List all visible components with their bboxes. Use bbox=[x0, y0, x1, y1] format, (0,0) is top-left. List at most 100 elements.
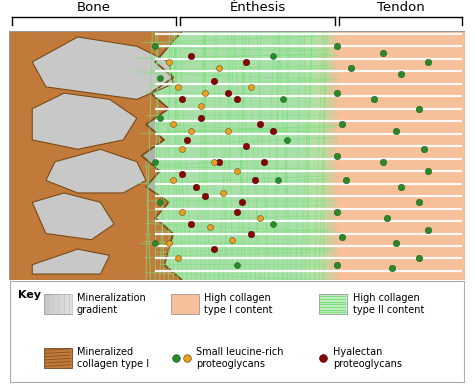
Point bbox=[319, 355, 326, 361]
Point bbox=[174, 84, 182, 90]
Point bbox=[188, 221, 195, 227]
Bar bbox=[317, 31, 318, 280]
Text: Mineralization
gradient: Mineralization gradient bbox=[77, 293, 146, 315]
Bar bbox=[305, 31, 306, 280]
Bar bbox=[55, 294, 59, 314]
Point bbox=[379, 159, 386, 165]
Point bbox=[379, 50, 386, 56]
Point bbox=[215, 159, 223, 165]
Text: Énthesis: Énthesis bbox=[229, 1, 286, 14]
Point bbox=[333, 209, 341, 215]
Polygon shape bbox=[32, 37, 173, 99]
Bar bbox=[319, 294, 347, 314]
Bar bbox=[171, 294, 199, 314]
Bar bbox=[70, 294, 74, 314]
Point bbox=[156, 74, 164, 81]
Bar bbox=[313, 31, 314, 280]
Point bbox=[415, 199, 423, 205]
Point bbox=[338, 233, 346, 240]
Point bbox=[165, 240, 173, 246]
Point bbox=[172, 355, 179, 361]
Point bbox=[156, 115, 164, 121]
Point bbox=[233, 209, 241, 215]
Bar bbox=[155, 31, 337, 280]
Bar bbox=[330, 31, 331, 280]
Point bbox=[197, 103, 204, 109]
Point bbox=[251, 177, 259, 184]
Bar bbox=[44, 294, 48, 314]
Point bbox=[192, 184, 200, 190]
Bar bbox=[307, 31, 308, 280]
Bar bbox=[311, 31, 312, 280]
Text: High collagen
type II content: High collagen type II content bbox=[353, 293, 424, 315]
Point bbox=[333, 262, 341, 268]
Point bbox=[197, 115, 204, 121]
Bar bbox=[318, 31, 319, 280]
Point bbox=[392, 240, 400, 246]
Point bbox=[238, 199, 246, 205]
Bar bbox=[305, 31, 465, 280]
Bar bbox=[44, 294, 72, 314]
Bar bbox=[324, 31, 325, 280]
Point bbox=[338, 121, 346, 127]
Point bbox=[392, 127, 400, 134]
Text: Bone: Bone bbox=[77, 1, 110, 14]
Point bbox=[424, 59, 432, 65]
Point bbox=[215, 65, 223, 71]
Bar bbox=[314, 31, 315, 280]
Polygon shape bbox=[32, 249, 109, 274]
Bar bbox=[329, 31, 330, 280]
Bar bbox=[49, 294, 54, 314]
Bar bbox=[65, 294, 69, 314]
Text: Mineralized
collagen type I: Mineralized collagen type I bbox=[77, 347, 149, 369]
Point bbox=[247, 84, 255, 90]
Bar bbox=[319, 31, 320, 280]
Bar bbox=[310, 31, 311, 280]
Point bbox=[233, 96, 241, 103]
Point bbox=[242, 143, 250, 149]
Point bbox=[210, 246, 218, 252]
Point bbox=[179, 171, 186, 177]
Point bbox=[165, 59, 173, 65]
Point bbox=[179, 96, 186, 103]
Bar bbox=[330, 31, 331, 280]
Point bbox=[242, 59, 250, 65]
Bar bbox=[331, 31, 332, 280]
Bar bbox=[335, 31, 336, 280]
Point bbox=[151, 43, 159, 50]
Bar bbox=[334, 31, 335, 280]
Point bbox=[420, 146, 428, 152]
Point bbox=[388, 265, 395, 271]
Bar bbox=[308, 31, 309, 280]
Bar bbox=[323, 31, 324, 280]
Point bbox=[415, 255, 423, 262]
Point bbox=[228, 237, 236, 243]
Point bbox=[170, 177, 177, 184]
Point bbox=[274, 177, 282, 184]
Point bbox=[174, 255, 182, 262]
Point bbox=[333, 152, 341, 159]
Text: Key: Key bbox=[18, 290, 41, 300]
Bar bbox=[321, 31, 322, 280]
Text: Hyalectan
proteoglycans: Hyalectan proteoglycans bbox=[334, 347, 402, 369]
Bar bbox=[306, 31, 307, 280]
Point bbox=[347, 65, 355, 71]
Point bbox=[415, 106, 423, 112]
Point bbox=[283, 137, 291, 143]
Point bbox=[206, 224, 213, 230]
Bar bbox=[320, 31, 321, 280]
Point bbox=[424, 168, 432, 174]
Point bbox=[179, 146, 186, 152]
Point bbox=[210, 159, 218, 165]
Point bbox=[156, 199, 164, 205]
Point bbox=[370, 96, 377, 103]
Point bbox=[188, 127, 195, 134]
Bar bbox=[336, 31, 337, 280]
Text: Tendon: Tendon bbox=[377, 1, 425, 14]
Bar bbox=[328, 31, 329, 280]
Point bbox=[342, 177, 350, 184]
Text: Small leucine-rich
proteoglycans: Small leucine-rich proteoglycans bbox=[196, 347, 283, 369]
Bar bbox=[309, 31, 310, 280]
Bar bbox=[315, 31, 316, 280]
Bar bbox=[327, 31, 328, 280]
